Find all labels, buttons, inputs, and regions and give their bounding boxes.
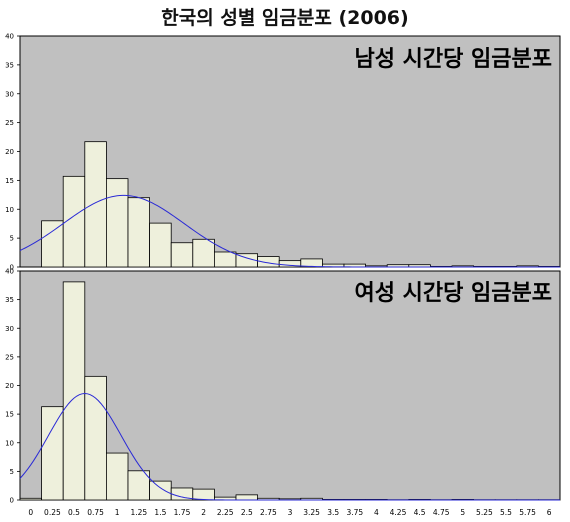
x-tick-label: 1.75 <box>174 508 191 517</box>
y-tick-label: 5 <box>10 235 14 243</box>
y-tick-label: 20 <box>5 382 14 390</box>
x-tick-label: 1.25 <box>130 508 147 517</box>
y-tick-label: 0 <box>10 497 14 505</box>
y-tick-label: 10 <box>5 439 14 447</box>
x-tick-label: 3.5 <box>327 508 339 517</box>
x-tick-label: 1 <box>115 508 120 517</box>
x-tick-label: 5.75 <box>519 508 536 517</box>
y-tick-label: 0 <box>10 264 14 272</box>
y-tick-label: 15 <box>5 177 14 185</box>
y-tick-label: 5 <box>10 468 14 476</box>
histogram-bar <box>149 480 172 501</box>
x-tick-label: 0.5 <box>68 508 80 517</box>
x-tick-label: 0.25 <box>44 508 61 517</box>
histogram-bar <box>84 141 107 268</box>
y-tick-label: 40 <box>5 33 14 41</box>
normal-fit-curve <box>19 393 560 501</box>
x-tick-label: 3 <box>288 508 293 517</box>
x-tick-label: 5.5 <box>500 508 512 517</box>
x-tick-label: 5 <box>460 508 465 517</box>
histogram-bar <box>300 258 323 268</box>
y-tick-label: 35 <box>5 61 14 69</box>
y-tick-label: 40 <box>5 268 14 276</box>
y-tick-label: 25 <box>5 119 14 127</box>
x-tick-label: 5.25 <box>476 508 493 517</box>
x-tick-label: 2.75 <box>260 508 277 517</box>
x-tick-label: 0 <box>28 508 33 517</box>
y-tick-label: 20 <box>5 148 14 156</box>
histogram-bar <box>106 452 129 501</box>
x-tick-label: 1.5 <box>154 508 166 517</box>
x-tick-label: 3.75 <box>346 508 363 517</box>
male-wage-panel: 0 5 10 15 20 25 30 35 40 남성 시간당 임금분포 <box>5 33 561 272</box>
y-tick-label: 15 <box>5 411 14 419</box>
histogram-bar <box>19 497 43 501</box>
x-tick-label: 4.5 <box>414 508 426 517</box>
y-tick-label: 30 <box>5 90 14 98</box>
histogram-bar <box>213 251 237 268</box>
histogram-bar <box>149 222 172 268</box>
y-tick-label: 35 <box>5 296 14 304</box>
histogram-bar <box>127 197 151 268</box>
histogram-bar <box>62 281 86 501</box>
x-tick-label: 4.75 <box>433 508 450 517</box>
x-tick-label: 2.25 <box>217 508 234 517</box>
histogram-bar <box>41 406 64 501</box>
x-tick-label: 2 <box>201 508 206 517</box>
histogram-bar <box>84 375 107 501</box>
histogram-bar <box>192 238 215 268</box>
histogram-bar <box>106 178 129 268</box>
panel-title: 여성 시간당 임금분포 <box>355 281 552 306</box>
x-tick-label: 3.25 <box>303 508 320 517</box>
histogram-bar <box>170 242 194 268</box>
y-tick-label: 30 <box>5 325 14 333</box>
figure-title: 한국의 성별 임금분포 (2006) <box>161 7 408 29</box>
y-tick-label: 25 <box>5 353 14 361</box>
normal-fit-curve <box>19 194 560 268</box>
histogram-bar <box>192 488 215 501</box>
x-tick-label: 4.25 <box>390 508 407 517</box>
histogram-bar <box>41 220 64 268</box>
panel-title: 남성 시간당 임금분포 <box>355 47 552 72</box>
x-tick-label: 6 <box>547 508 552 517</box>
x-tick-label: 0.75 <box>87 508 104 517</box>
x-tick-label: 2.5 <box>241 508 253 517</box>
x-tick-label: 4 <box>374 508 379 517</box>
y-tick-label: 10 <box>5 206 14 214</box>
histogram-bar <box>235 494 259 501</box>
